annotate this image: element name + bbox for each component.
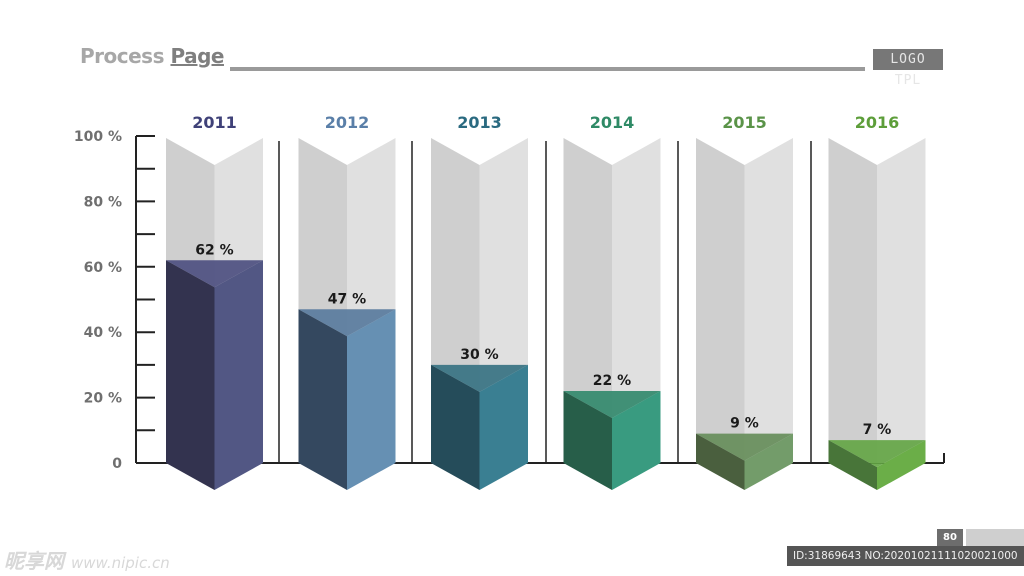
bar-track-right [612,138,661,463]
category-label: 2013 [457,113,502,132]
page-title: Process Page [80,44,224,68]
bar-track-right [877,138,926,463]
watermark-left: 昵享网 www.nipic.cn [4,545,170,574]
bar-face-right [479,364,528,490]
data-label: 9 % [730,416,759,432]
page-number: 80 [937,529,963,546]
watermark-right: ID:31869643 NO:20201021111020021000 [787,546,1024,566]
y-tick-label: 100 % [74,129,122,145]
bar-track-right [744,138,793,463]
bar-face-left [431,364,480,490]
category-label: 2012 [325,113,370,132]
data-label: 47 % [328,291,366,307]
category-label: 2016 [855,113,900,132]
category-label: 2014 [590,113,635,132]
bar-face-right [347,309,396,490]
bar-face-left [696,433,745,490]
page-title-part2: Page [170,44,224,68]
y-tick-label: 40 % [84,325,122,341]
data-label: 22 % [593,373,631,389]
bar-face-left [828,440,877,490]
data-label: 7 % [863,422,892,438]
bar-face-right [744,433,793,490]
watermark-left-brand: 昵享网 [4,549,64,573]
header-rule [230,67,865,71]
bar-top [431,364,528,392]
category-label: 2015 [722,113,767,132]
bar-top [166,260,263,288]
bar-track-left [828,138,877,463]
bar-face-left [298,309,347,490]
bar-top [828,440,926,468]
bar-top [298,309,396,337]
category-label: 2011 [192,113,237,132]
bar-face-right [877,440,926,490]
page-title-part1: Process [80,44,165,68]
watermark-left-url: www.nipic.cn [70,554,170,572]
bar-track-left [563,138,612,463]
y-tick-label: 20 % [84,391,122,407]
bar-top [696,433,793,461]
y-tick-label: 60 % [84,260,122,276]
page-number-bar [966,529,1024,546]
bar-face-right [612,391,661,490]
y-tick-label: 0 [112,456,122,472]
data-label: 62 % [195,242,233,258]
bar-face-left [563,391,612,490]
y-tick-label: 80 % [84,194,122,210]
bar-track-left [696,138,745,463]
data-label: 30 % [460,347,498,363]
logo: LOGO TPL [873,49,943,88]
bar-top [563,391,661,419]
bar-face-right [214,260,263,490]
bar-face-left [166,260,215,490]
